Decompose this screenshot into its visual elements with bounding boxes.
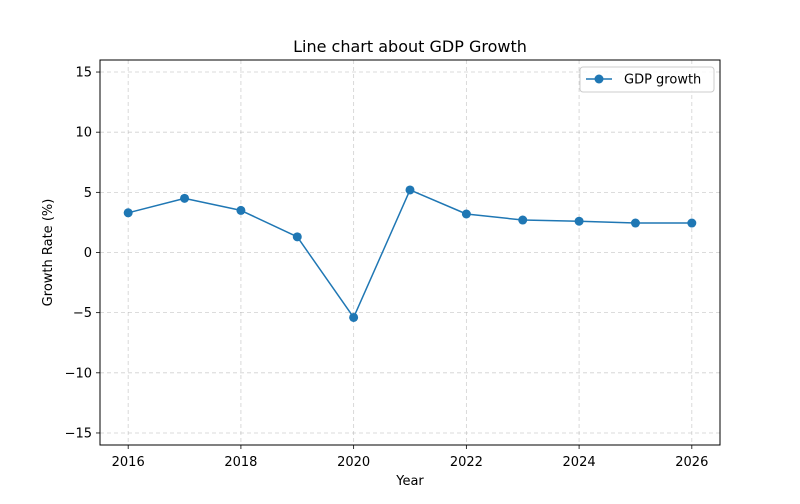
x-tick-label: 2024: [563, 455, 596, 470]
x-tick-label: 2026: [675, 455, 708, 470]
data-point: [518, 215, 528, 225]
y-axis-label: Growth Rate (%): [41, 199, 56, 307]
data-point: [349, 312, 359, 322]
x-tick-label: 2016: [112, 455, 145, 470]
legend-marker-swatch: [594, 74, 604, 84]
y-tick-label: 5: [84, 186, 92, 201]
data-point: [292, 232, 302, 242]
data-point: [236, 205, 246, 215]
y-tick-label: −5: [73, 306, 92, 321]
y-tick-label: −15: [65, 426, 92, 441]
x-tick-label: 2020: [337, 455, 370, 470]
y-tick-label: 0: [84, 246, 92, 261]
legend-label: GDP growth: [624, 73, 701, 88]
data-point: [123, 208, 133, 218]
y-tick-label: 15: [75, 66, 92, 81]
legend: GDP growth: [579, 66, 715, 93]
legend-box: [579, 66, 715, 93]
data-point: [180, 193, 190, 203]
x-axis-label: Year: [395, 474, 424, 489]
x-tick-label: 2018: [224, 455, 257, 470]
data-point: [687, 218, 697, 228]
data-point: [630, 218, 640, 228]
x-ticks: 2016 2018 2020 2022 2024 2026: [112, 445, 708, 470]
y-ticks: −15 −10 −5 0 5 10 15: [65, 66, 100, 441]
y-tick-label: 10: [75, 126, 92, 141]
series-layer: [123, 185, 697, 322]
data-point: [461, 209, 471, 219]
data-point: [574, 216, 584, 226]
chart-title: Line chart about GDP Growth: [293, 37, 527, 56]
y-tick-label: −10: [65, 366, 92, 381]
grid: [100, 60, 720, 445]
x-tick-label: 2022: [450, 455, 483, 470]
data-point: [405, 185, 415, 195]
series-line: [127, 189, 692, 319]
